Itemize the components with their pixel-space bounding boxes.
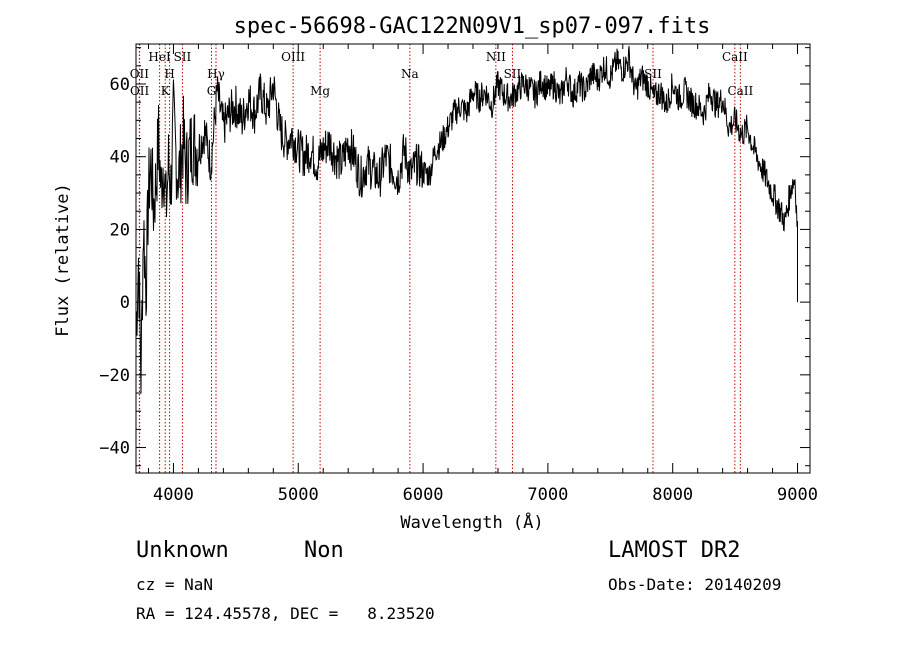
x-tick-label: 5000 [278,485,319,505]
marker-label-oiii: OIII [281,50,305,64]
spectrum-series-line [135,45,798,394]
spectral-line-markers [138,44,741,473]
x-tick-label: 9000 [777,485,818,505]
x-axis-label: Wavelength (Å) [400,511,543,533]
marker-label-mg: Mg [310,84,330,98]
y-axis-label: Flux (relative) [53,183,73,337]
marker-label-hγ: Hγ [207,67,225,81]
y-tick-label: −20 [99,366,130,386]
marker-label-sii: SII [504,67,522,81]
marker-label-na: Na [401,67,419,81]
marker-label-oii: OII [130,84,150,98]
obs-date-label: Obs-Date: 20140209 [608,575,782,594]
survey-label: LAMOST DR2 [608,538,741,563]
coordinates-label: RA = 124.45578, DEC = 8.23520 [136,604,435,623]
y-tick-label: 60 [110,75,130,95]
chart-title: spec-56698-GAC122N09V1_sp07-097.fits [234,14,711,39]
subclass-label: Non [304,538,344,563]
x-tick-label: 8000 [652,485,693,505]
marker-label-k: K [161,84,171,98]
y-tick-label: 40 [110,148,130,168]
y-axis-ticks: −40 −20 0 20 40 60 [99,47,810,467]
spectral-line-labels: OII OII HeI HK SII Hγ G OIII Mg Na NII SII SII CaII Ca… [130,50,754,98]
marker-label-h: H [164,67,174,81]
marker-label-caii: CaII [722,50,748,64]
x-axis-ticks: 4000 5000 6000 7000 8000 9000 [147,44,818,505]
x-tick-label: 4000 [153,485,194,505]
plot-frame [135,43,811,474]
y-tick-label: −40 [99,439,130,459]
marker-label-caii: CaII [727,84,753,98]
y-tick-label: 20 [110,220,130,240]
marker-label-nii: NII [486,50,506,64]
x-tick-label: 7000 [527,485,568,505]
x-tick-label: 6000 [403,485,444,505]
class-label: Unknown [136,538,229,563]
y-tick-label: 0 [120,293,130,313]
marker-label-sii: SII [174,50,192,64]
marker-label-hei: HeI [148,50,171,64]
marker-label-g: G [207,84,217,98]
marker-label-oii: OII [130,67,150,81]
marker-label-sii: SII [644,67,662,81]
redshift-label: cz = NaN [136,575,214,594]
